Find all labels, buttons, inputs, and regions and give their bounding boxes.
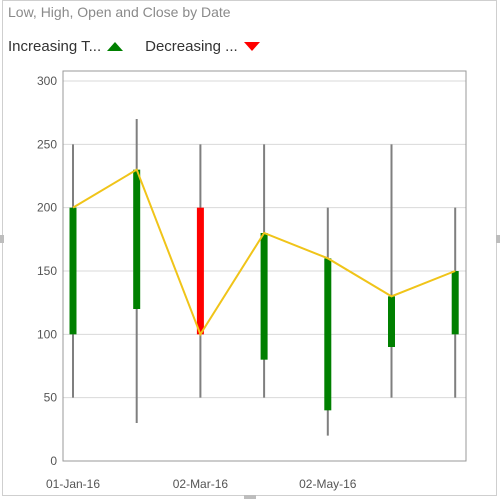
resize-handle-right[interactable] — [496, 235, 500, 243]
y-tick-label: 150 — [37, 264, 57, 278]
close-series-line — [72, 168, 456, 337]
x-tick-label: 01-Jan-16 — [46, 477, 100, 491]
candle-body-increasing — [133, 169, 141, 309]
resize-handle-left[interactable] — [0, 235, 4, 243]
y-tick-label: 300 — [37, 74, 57, 88]
candle-body-decreasing — [196, 207, 204, 335]
chart-legend: Increasing T... Decreasing ... — [8, 36, 282, 56]
close-line-layer — [72, 168, 456, 337]
candle-body-increasing — [69, 207, 77, 335]
y-tick-label: 250 — [37, 137, 57, 151]
triangle-down-icon — [243, 41, 260, 51]
x-tick-label: 02-May-16 — [299, 477, 357, 491]
resize-handle-bottom[interactable] — [244, 495, 256, 499]
candle-body-increasing — [260, 233, 268, 360]
legend-label-increasing: Increasing T... — [8, 37, 102, 55]
candle-body-increasing — [324, 258, 332, 411]
chart-title: Low, High, Open and Close by Date — [8, 4, 231, 20]
axis-layer: 0 50 100 150 200 250 300 01-Jan-16 02-Mar-16 02-M… — [37, 70, 467, 491]
triangle-up-icon — [107, 41, 124, 51]
body-layer — [69, 169, 459, 411]
y-tick-label: 0 — [50, 454, 57, 468]
legend-label-decreasing: Decreasing ... — [145, 37, 238, 55]
y-tick-label: 50 — [44, 391, 58, 405]
x-tick-label: 02-Mar-16 — [173, 477, 229, 491]
legend-item-decreasing[interactable]: Decreasing ... — [145, 38, 260, 55]
candle-body-increasing — [388, 296, 395, 347]
candle-body-increasing — [451, 271, 459, 335]
y-tick-label: 200 — [37, 201, 57, 215]
legend-item-increasing[interactable]: Increasing T... — [8, 37, 124, 55]
y-tick-label: 100 — [37, 327, 57, 341]
plot-area-border — [62, 70, 467, 462]
